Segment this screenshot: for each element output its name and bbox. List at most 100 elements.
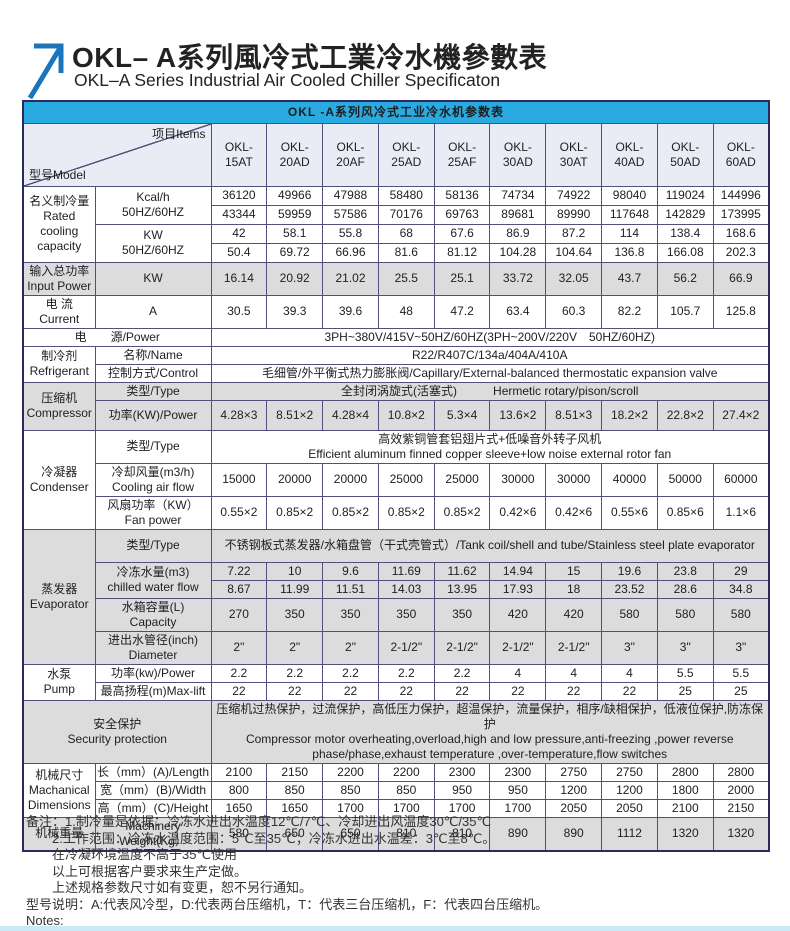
value-cell: 58136 [433, 185, 491, 206]
value-cell: 1700 [322, 798, 379, 818]
value-cell: 2800 [712, 762, 770, 782]
value-cell: 2800 [656, 762, 714, 782]
row-item-label: 水箱容量(L) Capacity [94, 597, 212, 632]
value-cell: 66.9 [712, 261, 770, 296]
value-cell: 138.4 [656, 223, 714, 244]
value-cell: 3" [712, 630, 770, 665]
value-cell: 82.2 [601, 294, 658, 329]
value-cell: 2-1/2" [545, 630, 603, 665]
value-cell: 0.85×2 [266, 495, 324, 530]
value-cell: 800 [210, 780, 268, 800]
value-cell: 22 [377, 681, 435, 701]
value-cell: 0.55×2 [210, 495, 268, 530]
value-cell: 50000 [656, 462, 714, 497]
value-cell: 4.28×4 [322, 399, 379, 431]
value-cell: 25000 [377, 462, 435, 497]
row-item-label: 长（mm）(A)/Length [94, 762, 212, 782]
table-row: 输入总功率 Input Power KW 16.14 20.92 21.02 25.5 25… [22, 261, 770, 296]
value-cell: 1700 [377, 798, 435, 818]
value-cell: 166.08 [656, 242, 714, 263]
value-cell: 16.14 [210, 261, 268, 296]
row-group-label: 水泵 Pump [22, 663, 96, 701]
value-cell: 420 [489, 597, 547, 632]
value-cell: 29 [712, 561, 770, 581]
value-cell: 350 [322, 597, 379, 632]
note-line: 2.工作范围：冷冻水温度范围：5℃至35℃；冷冻水进出水温差：3℃至8℃。 [26, 830, 496, 846]
table-banner-row: OKL -A系列风冷式工业冷水机参数表 [22, 100, 770, 124]
table-row: 水泵 Pump 功率(kw)/Power 2.2 2.2 2.2 2.2 2.2 4 4 4 5.5… [22, 663, 770, 701]
row-item-label: 高（mm）(C)/Height [94, 798, 212, 818]
value-cell: 66.96 [322, 242, 379, 263]
value-cell: 0.55×6 [601, 495, 658, 530]
merged-value-cell: 压缩机过热保护，过流保护，高低压力保护，超温保护，流量保护，相序/缺相保护，低液… [210, 699, 770, 764]
diagonal-divider [24, 123, 211, 186]
value-cell: 2200 [377, 762, 435, 782]
value-cell: 30000 [489, 462, 547, 497]
table-row: 冷却风量(m3/h) Cooling air flow 15000 20000 200… [23, 462, 770, 497]
value-cell: 2.2 [433, 663, 491, 683]
value-cell: 4 [545, 663, 603, 683]
table-row: 安全保护 Security protection 压缩机过热保护，过流保护，高低压… [22, 699, 770, 764]
value-cell: 22.8×2 [656, 399, 714, 431]
value-cell: 98040 [601, 185, 658, 206]
row-group-label: 制冷剂 Refrigerant [22, 345, 96, 383]
value-cell: 10.8×2 [377, 399, 435, 431]
value-cell: 42 [210, 223, 268, 244]
value-cell: 40000 [601, 462, 658, 497]
value-cell: 136.8 [601, 242, 658, 263]
spec-table: OKL -A系列风冷式工业冷水机参数表 型号Model 项目Items OKL-… [22, 100, 770, 852]
row-item-label: 控制方式/Control [94, 363, 212, 383]
column-header-okl-40ad: OKL- 40AD [601, 122, 658, 187]
row-item-label: 冷冻水量(m3) chilled water flow [94, 561, 212, 599]
value-cell: 22 [322, 681, 379, 701]
value-cell: 8.67 [210, 579, 268, 599]
value-cell: 2100 [656, 798, 714, 818]
value-cell: 2150 [266, 762, 324, 782]
value-cell: 18.2×2 [601, 399, 658, 431]
value-cell: 23.8 [656, 561, 714, 581]
table-row: 机械尺寸 Machanical Dimensions 长（mm）(A)/Lengt… [22, 762, 770, 818]
value-cell: 1.1×6 [712, 495, 770, 530]
value-cell: 350 [377, 597, 435, 632]
column-header-okl-15at: OKL- 15AT [210, 122, 268, 187]
table-row: 压缩机 Compressor 类型/Type 全封闭涡旋式(活塞式) Hermeti… [22, 381, 770, 431]
value-cell: 2.2 [266, 663, 324, 683]
value-cell: 15000 [210, 462, 268, 497]
value-cell: 202.3 [712, 242, 770, 263]
value-cell: 30000 [545, 462, 603, 497]
page-title: OKL– A系列風冷式工業冷水機參數表 [72, 42, 548, 73]
value-cell: 25 [712, 681, 770, 701]
value-cell: 58.1 [266, 223, 324, 244]
table-row: 冷冻水量(m3) chilled water flow 7.22 10 9.6 11.6… [23, 561, 770, 599]
arrow-up-right-icon [27, 43, 64, 100]
value-cell: 144996 [712, 185, 770, 206]
value-cell: 1650 [266, 798, 324, 818]
value-cell: 1112 [601, 816, 658, 851]
value-cell: 2" [322, 630, 379, 665]
value-cell: 33.72 [489, 261, 547, 296]
column-header-okl-30at: OKL- 30AT [545, 122, 603, 187]
value-cell: 74922 [545, 185, 603, 206]
value-cell: 14.94 [489, 561, 547, 581]
row-item-label: 进出水管径(inch) Diameter [94, 630, 212, 665]
table-row: 功率(KW)/Power 4.28×3 8.51×2 4.28×4 10.8×2 5.3×… [23, 399, 770, 431]
value-cell: 2-1/2" [433, 630, 491, 665]
table-row: 控制方式/Control 毛细管/外平衡式热力膨胀阀/Capillary/Exte… [23, 363, 770, 383]
value-cell: 142829 [656, 204, 714, 225]
value-cell: 57586 [322, 204, 379, 225]
value-cell: 350 [266, 597, 324, 632]
value-cell: 22 [601, 681, 658, 701]
value-cell: 20000 [266, 462, 324, 497]
value-cell: 23.52 [601, 579, 658, 599]
value-cell: 32.05 [545, 261, 603, 296]
value-cell: 81.12 [433, 242, 491, 263]
row-item-label: 功率(kw)/Power [94, 663, 212, 683]
value-cell: 22 [545, 681, 603, 701]
row-item-label: 宽（mm）(B)/Width [94, 780, 212, 800]
row-item-label: Machinery Weight(Kg） [94, 816, 212, 851]
value-cell: 22 [266, 681, 324, 701]
value-cell: 87.2 [545, 223, 603, 244]
merged-value-cell: 全封闭涡旋式(活塞式) Hermetic rotary/pison/scroll [210, 381, 770, 401]
value-cell: 58480 [377, 185, 435, 206]
value-cell: 39.3 [266, 294, 324, 329]
